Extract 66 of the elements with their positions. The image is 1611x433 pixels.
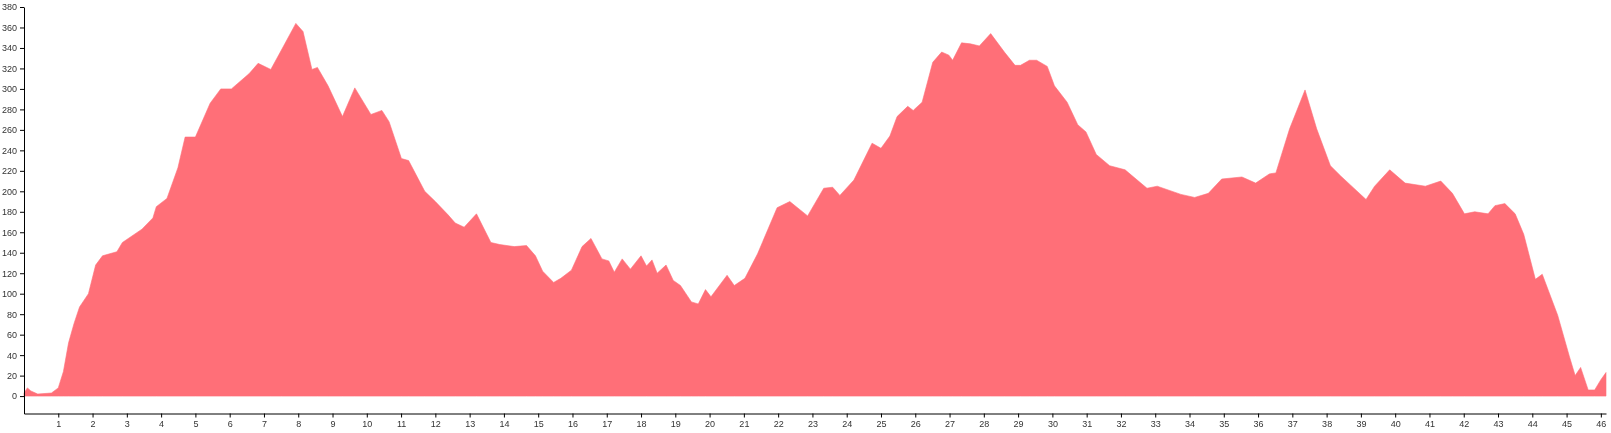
x-tick-label: 3 <box>124 418 130 429</box>
x-tick-label: 43 <box>1493 418 1504 429</box>
x-tick-label: 7 <box>261 418 267 429</box>
y-tick-label: 260 <box>1 125 17 136</box>
x-tick-label: 26 <box>910 418 921 429</box>
x-tick-label: 33 <box>1150 418 1161 429</box>
x-tick-label: 16 <box>567 418 578 429</box>
x-tick-label: 32 <box>1116 418 1127 429</box>
x-tick-label: 12 <box>430 418 441 429</box>
x-tick-label: 29 <box>1013 418 1024 429</box>
y-tick-label: 240 <box>1 145 17 156</box>
y-tick-label: 100 <box>1 289 17 300</box>
x-tick-label: 20 <box>705 418 716 429</box>
x-tick-label: 19 <box>670 418 681 429</box>
x-tick-label: 41 <box>1424 418 1435 429</box>
y-tick-label: 200 <box>1 186 17 197</box>
x-tick-label: 2 <box>90 418 96 429</box>
x-tick-label: 24 <box>842 418 853 429</box>
x-tick-label: 23 <box>807 418 818 429</box>
x-tick-label: 37 <box>1287 418 1298 429</box>
x-tick-label: 9 <box>330 418 336 429</box>
y-tick-label: 140 <box>1 248 17 259</box>
y-tick-label: 80 <box>6 309 17 320</box>
x-tick-label: 42 <box>1459 418 1470 429</box>
y-tick-label: 380 <box>1 2 17 13</box>
x-tick-label: 13 <box>465 418 476 429</box>
x-tick-label: 35 <box>1219 418 1230 429</box>
x-tick-label: 28 <box>979 418 990 429</box>
x-tick-label: 46 <box>1596 418 1607 429</box>
y-tick-label: 360 <box>1 22 17 33</box>
x-tick-label: 45 <box>1562 418 1573 429</box>
x-tick-label: 27 <box>945 418 956 429</box>
x-tick-label: 31 <box>1082 418 1093 429</box>
x-tick-label: 30 <box>1047 418 1058 429</box>
y-tick-label: 0 <box>11 391 17 402</box>
x-tick-label: 1 <box>56 418 62 429</box>
x-tick-label: 39 <box>1356 418 1367 429</box>
x-tick-label: 44 <box>1527 418 1538 429</box>
y-tick-label: 120 <box>1 268 17 279</box>
x-tick-label: 38 <box>1322 418 1333 429</box>
x-tick-label: 8 <box>296 418 302 429</box>
x-tick-label: 22 <box>773 418 784 429</box>
x-tick-label: 25 <box>876 418 887 429</box>
x-tick-label: 15 <box>533 418 544 429</box>
x-tick-label: 11 <box>396 418 407 429</box>
x-tick-label: 34 <box>1185 418 1196 429</box>
x-tick-label: 4 <box>159 418 165 429</box>
x-tick-label: 21 <box>739 418 750 429</box>
x-tick-label: 36 <box>1253 418 1264 429</box>
y-tick-label: 340 <box>1 43 17 54</box>
y-tick-label: 180 <box>1 207 17 218</box>
y-tick-label: 20 <box>6 370 17 381</box>
x-tick-label: 18 <box>636 418 647 429</box>
x-tick-label: 5 <box>193 418 199 429</box>
y-tick-label: 60 <box>6 330 17 341</box>
x-tick-label: 17 <box>602 418 613 429</box>
x-tick-label: 40 <box>1390 418 1401 429</box>
y-tick-label: 160 <box>1 227 17 238</box>
x-tick-label: 6 <box>227 418 233 429</box>
x-tick-label: 14 <box>499 418 510 429</box>
y-tick-label: 280 <box>1 104 17 115</box>
y-tick-label: 40 <box>6 350 17 361</box>
x-tick-label: 10 <box>362 418 373 429</box>
y-tick-label: 220 <box>1 166 17 177</box>
y-tick-label: 320 <box>1 63 17 74</box>
y-tick-label: 300 <box>1 84 17 95</box>
